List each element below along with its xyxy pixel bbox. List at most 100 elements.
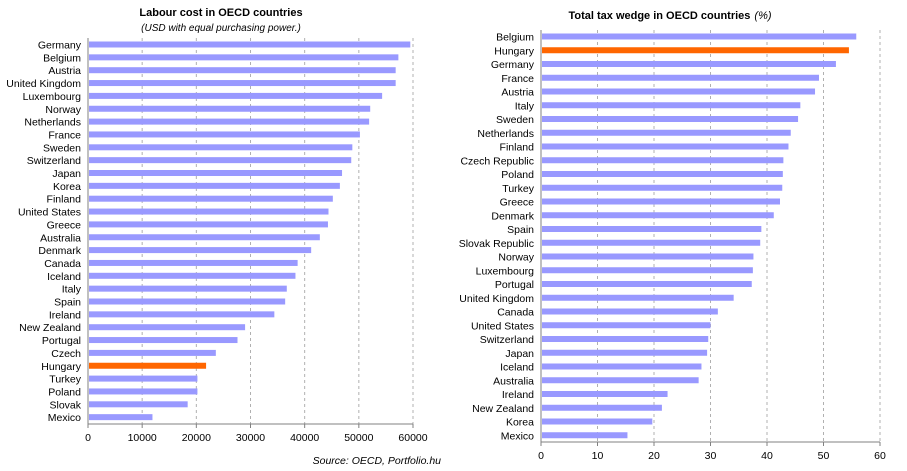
left-bar bbox=[89, 337, 238, 344]
right-tick-label: 40 bbox=[761, 450, 773, 462]
right-category-label: United Kingdom bbox=[459, 293, 534, 305]
left-bar bbox=[89, 285, 287, 292]
left-category-label: Austria bbox=[48, 65, 81, 77]
right-bar bbox=[542, 129, 791, 136]
right-category-label: Canada bbox=[497, 307, 534, 319]
left-bar bbox=[89, 234, 320, 241]
right-category-label: Poland bbox=[501, 169, 534, 181]
right-bar bbox=[542, 308, 718, 315]
left-category-label: Portugal bbox=[42, 335, 81, 347]
right-category-label: Mexico bbox=[501, 430, 534, 442]
left-bar bbox=[89, 247, 312, 254]
left-bar bbox=[89, 54, 399, 61]
right-category-label: Czech Republic bbox=[460, 155, 534, 167]
left-tick-label: 30000 bbox=[236, 432, 265, 444]
left-bar bbox=[89, 259, 298, 266]
right-category-label: United States bbox=[471, 320, 534, 332]
left-category-label: Finland bbox=[47, 194, 82, 206]
right-category-label: Spain bbox=[507, 224, 534, 236]
left-bar bbox=[89, 118, 370, 125]
right-bar bbox=[542, 157, 784, 164]
left-category-label: Mexico bbox=[48, 412, 81, 424]
left-category-label: United States bbox=[18, 207, 81, 219]
left-bar bbox=[89, 298, 286, 305]
left-bar bbox=[89, 67, 396, 74]
left-tick-label: 10000 bbox=[128, 432, 157, 444]
left-bar bbox=[89, 375, 198, 382]
right-bar bbox=[542, 322, 711, 329]
tax-wedge-title: Total tax wedge in OECD countries (%) bbox=[568, 10, 771, 22]
left-category-label: Iceland bbox=[47, 271, 81, 283]
left-category-label: Poland bbox=[48, 386, 81, 398]
left-category-label: Korea bbox=[53, 181, 81, 193]
right-bar bbox=[542, 281, 752, 287]
right-bar bbox=[542, 198, 780, 205]
right-bar bbox=[542, 349, 708, 356]
right-category-label: Germany bbox=[491, 59, 535, 71]
left-tick-label: 20000 bbox=[182, 432, 211, 444]
right-bar bbox=[542, 404, 662, 411]
right-category-label: Denmark bbox=[491, 210, 534, 222]
left-bar bbox=[89, 92, 383, 99]
right-category-label: Sweden bbox=[496, 114, 534, 126]
right-bar bbox=[542, 391, 668, 397]
right-category-label: Norway bbox=[498, 252, 534, 264]
left-category-label: Canada bbox=[44, 258, 81, 270]
left-category-label: United Kingdom bbox=[6, 78, 81, 90]
left-bar bbox=[89, 182, 340, 189]
left-category-label: Slovak bbox=[49, 399, 81, 411]
right-tick-label: 10 bbox=[592, 450, 604, 462]
right-bar bbox=[542, 253, 754, 260]
left-bar bbox=[89, 105, 371, 112]
left-category-label: Australia bbox=[40, 232, 81, 244]
right-category-label: Finland bbox=[500, 142, 535, 154]
right-bar bbox=[542, 33, 857, 40]
right-bar bbox=[542, 336, 709, 342]
right-bar bbox=[542, 294, 734, 301]
left-category-label: Sweden bbox=[43, 142, 81, 154]
left-category-label: Denmark bbox=[38, 245, 81, 257]
right-category-label: Italy bbox=[515, 100, 535, 112]
left-bar bbox=[89, 388, 198, 395]
left-category-label: Switzerland bbox=[27, 155, 81, 167]
right-bar bbox=[542, 418, 653, 425]
right-bar bbox=[542, 363, 702, 370]
right-category-label: Australia bbox=[493, 375, 534, 387]
left-bar bbox=[89, 311, 275, 318]
right-category-label: Netherlands bbox=[477, 128, 534, 140]
right-category-label: Switzerland bbox=[480, 334, 534, 346]
left-tick-label: 50000 bbox=[344, 432, 373, 444]
right-bar bbox=[542, 377, 699, 384]
right-bar bbox=[542, 88, 816, 95]
right-tick-label: 60 bbox=[874, 450, 886, 462]
right-category-label: Hungary bbox=[494, 45, 534, 57]
left-category-label: Belgium bbox=[43, 52, 81, 64]
right-bar bbox=[542, 171, 783, 177]
left-bar bbox=[89, 401, 188, 408]
left-category-label: Netherlands bbox=[24, 117, 81, 129]
left-bar bbox=[89, 324, 246, 331]
right-tick-label: 0 bbox=[538, 450, 544, 462]
right-category-label: Iceland bbox=[500, 362, 534, 374]
source-note: Source: OECD, Portfolio.hu bbox=[313, 455, 442, 467]
left-bar bbox=[89, 144, 353, 151]
labour-cost-title: Labour cost in OECD countries bbox=[139, 7, 302, 19]
right-bar bbox=[542, 102, 801, 109]
right-bar bbox=[542, 184, 783, 191]
left-category-label: Czech bbox=[51, 348, 81, 360]
right-bar bbox=[542, 116, 799, 122]
right-bar bbox=[542, 61, 836, 67]
right-category-label: Ireland bbox=[502, 389, 534, 401]
right-category-label: Portugal bbox=[495, 279, 534, 291]
left-bar bbox=[89, 41, 411, 48]
left-tick-label: 0 bbox=[85, 432, 91, 444]
right-category-label: Greece bbox=[500, 197, 535, 209]
labour-cost-chart: Labour cost in OECD countries (USD with … bbox=[6, 7, 427, 444]
left-category-label: New Zealand bbox=[19, 322, 81, 334]
left-bar bbox=[89, 221, 328, 228]
left-category-label: Italy bbox=[62, 284, 82, 296]
left-bar bbox=[89, 80, 396, 87]
left-bar bbox=[89, 157, 352, 164]
left-category-label: Spain bbox=[54, 297, 81, 309]
